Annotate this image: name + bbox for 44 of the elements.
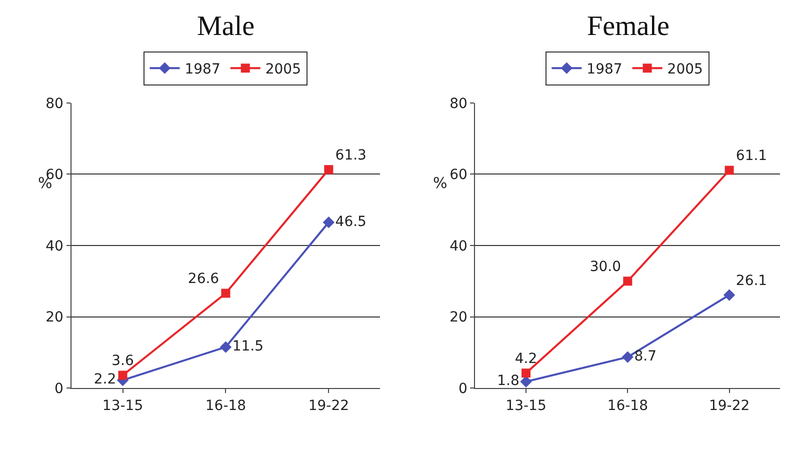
x-tick-label: 16-18 [205, 398, 246, 414]
data-label: 4.2 [514, 350, 538, 367]
chart-title: Male [197, 11, 255, 42]
legend-label: 2005 [667, 62, 703, 78]
data-label: 46.5 [335, 214, 366, 230]
point [623, 276, 632, 286]
point [118, 370, 128, 380]
data-label: 3.6 [112, 353, 134, 370]
data-label: 61.1 [736, 148, 768, 164]
data-label: 30.0 [590, 259, 622, 276]
y-axis-title: % [433, 174, 448, 192]
chart-title: Female [587, 11, 670, 42]
y-tick-label: 20 [450, 310, 468, 326]
point [221, 288, 230, 298]
legend-label: 1987 [184, 62, 220, 78]
x-tick-label: 13-15 [102, 398, 144, 414]
data-label: 61.3 [335, 147, 366, 164]
x-tick-label: 13-15 [506, 398, 546, 414]
x-tick-label: 19-22 [708, 398, 750, 414]
point [622, 351, 634, 363]
data-label: 2.2 [94, 372, 116, 388]
y-tick-label: 20 [46, 310, 64, 326]
data-label: 8.7 [634, 348, 657, 365]
y-tick-label: 80 [450, 96, 468, 112]
y-tick-label: 40 [450, 238, 468, 254]
x-tick-label: 19-22 [308, 398, 350, 414]
legend-label: 1987 [586, 62, 622, 78]
legend-label: 2005 [265, 62, 301, 78]
y-tick-label: 0 [458, 380, 468, 397]
data-label: 26.6 [188, 271, 220, 288]
point [522, 368, 531, 378]
data-label: 26.1 [736, 272, 768, 289]
point [723, 289, 736, 301]
y-tick-label: 80 [46, 96, 64, 112]
y-tick-label: 60 [450, 167, 468, 184]
point [324, 165, 334, 174]
point [724, 166, 734, 175]
y-tick-label: 0 [54, 380, 64, 397]
x-tick-label: 16-18 [607, 398, 648, 414]
data-label: 1.8 [497, 373, 520, 390]
point [220, 341, 232, 353]
data-label: 11.5 [232, 338, 264, 355]
y-tick-label: 40 [46, 238, 64, 254]
point [322, 216, 335, 228]
